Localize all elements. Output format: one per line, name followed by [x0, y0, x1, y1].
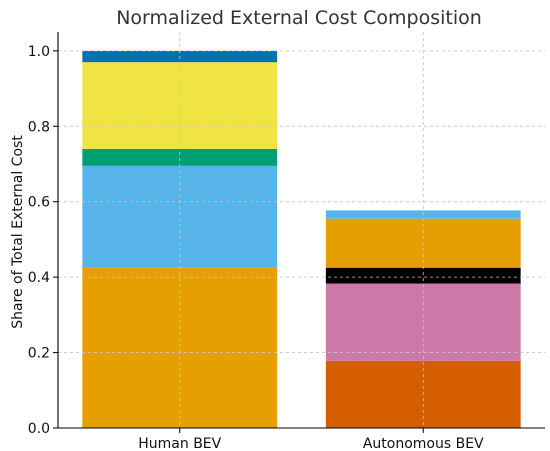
- y-tick-label: 1.0: [28, 44, 50, 60]
- y-axis-label: Share of Total External Cost: [10, 135, 26, 329]
- x-tick-label: Autonomous BEV: [363, 436, 484, 451]
- y-tick-label: 0.8: [28, 119, 50, 135]
- axes: 0.0 0.2 0.4 0.6 0.8 1.0 Human BEV Autonomous BE…: [28, 32, 545, 451]
- bar-segment: [82, 148, 278, 166]
- y-tick-label: 0.0: [28, 421, 50, 437]
- chart-title: Normalized External Cost Composition: [116, 7, 482, 29]
- bar-segment: [82, 267, 278, 428]
- bar-segment: [325, 267, 521, 284]
- y-tick-label: 0.6: [28, 195, 50, 211]
- x-tick-label: Human BEV: [138, 436, 221, 451]
- bar-segment: [82, 165, 278, 268]
- y-tick-label: 0.4: [28, 270, 50, 286]
- y-tick-label: 0.2: [28, 346, 50, 362]
- bars: [58, 32, 545, 429]
